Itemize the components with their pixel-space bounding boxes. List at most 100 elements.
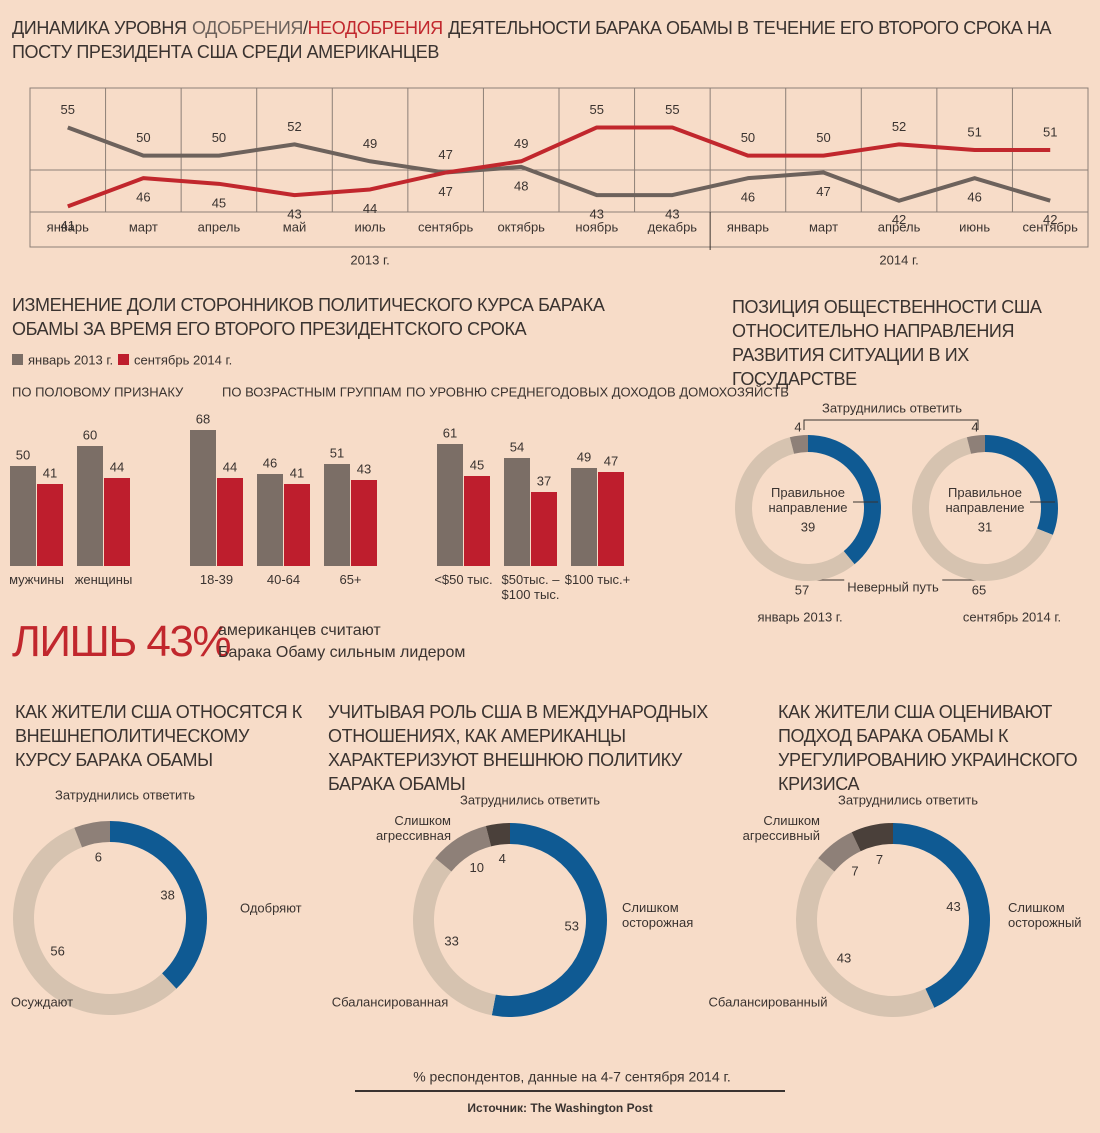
year-label: 2014 г.: [879, 253, 918, 268]
data-label: 42: [1043, 212, 1057, 227]
data-label: 33: [444, 934, 458, 949]
category-label: Неверный путь: [844, 579, 942, 595]
bar: [464, 476, 490, 566]
bar: [504, 458, 530, 566]
bar: [190, 430, 216, 566]
data-label: 41: [43, 466, 57, 481]
bar: [437, 444, 463, 566]
data-label: 7: [876, 852, 883, 867]
data-label: 49: [363, 136, 377, 151]
legend-swatch: [118, 354, 129, 365]
data-label: 46: [967, 190, 981, 205]
data-label: 45: [212, 195, 226, 210]
donut-segment: [966, 435, 985, 454]
donut-segment: [795, 858, 935, 1018]
bar: [257, 474, 283, 566]
category-label: Слишком осторожная: [622, 900, 694, 930]
data-label: 44: [223, 460, 237, 475]
x-tick-label: сентябрь: [418, 220, 474, 235]
data-label: 47: [816, 184, 830, 199]
data-label: 49: [514, 136, 528, 151]
data-label: 61: [443, 426, 457, 441]
data-label: 7: [851, 864, 858, 879]
x-tick-label: 40-64: [266, 572, 301, 587]
donut-segment: [789, 435, 808, 454]
data-label: 37: [537, 474, 551, 489]
title-separator: /: [302, 18, 308, 38]
donut-segment: [851, 823, 893, 852]
data-label: 55: [590, 102, 604, 117]
data-label: 39: [801, 520, 815, 535]
data-label: 4: [971, 420, 978, 435]
x-tick-label: март: [809, 220, 838, 235]
bar: [598, 472, 624, 566]
data-label: 55: [61, 102, 75, 117]
x-tick-label: июнь: [959, 220, 990, 235]
x-tick-label: апрель: [878, 220, 921, 235]
data-label: 50: [16, 448, 30, 463]
chart-title: УЧИТЫВАЯ РОЛЬ США В МЕЖДУНАРОДНЫХ ОТНОШЕ…: [328, 702, 708, 794]
x-tick-label: женщины: [74, 572, 133, 587]
data-label: 43: [946, 899, 960, 914]
x-tick-label: март: [129, 220, 158, 235]
data-label: 46: [136, 190, 150, 205]
category-label: Сбалансированный: [708, 994, 828, 1010]
callout-headline: ЛИШЬ 43%: [12, 617, 232, 666]
bar: [531, 492, 557, 566]
pie-label: сентябрь 2014 г.: [962, 609, 1062, 625]
x-tick-label: 65+: [339, 572, 362, 587]
data-label: 54: [510, 440, 524, 455]
source: Источник: The Washington Post: [467, 1101, 653, 1115]
data-label: 46: [263, 456, 277, 471]
line-series: [67, 125, 1051, 209]
data-label: 31: [978, 520, 992, 535]
bar: [351, 480, 377, 566]
year-label: 2013 г.: [350, 253, 389, 268]
data-label: 43: [287, 207, 301, 222]
donut-segment: [13, 827, 177, 1015]
bar: [217, 478, 243, 566]
data-label: 44: [363, 201, 377, 216]
data-label: 6: [95, 850, 102, 865]
donut-segment: [985, 435, 1058, 535]
data-label: 44: [110, 460, 124, 475]
bar: [571, 468, 597, 566]
data-label: 57: [795, 583, 809, 598]
x-tick-label: май: [283, 220, 306, 235]
panel-label: ПО ВОЗРАСТНЫМ ГРУППАМ: [222, 385, 402, 400]
x-tick-label: октябрь: [497, 220, 545, 235]
data-label: 47: [604, 454, 618, 469]
x-tick-label: декабрь: [648, 220, 698, 235]
pie-label: январь 2013 г.: [757, 609, 843, 625]
title-part: ДЕЯТЕЛЬНОСТИ БАРАКА ОБАМЫ В ТЕЧЕНИЕ ЕГО …: [12, 18, 1052, 62]
chart-title: КАК ЖИТЕЛИ США ОЦЕНИВАЮТ ПОДХОД БАРАКА О…: [778, 702, 1078, 794]
data-label: 43: [590, 207, 604, 222]
data-label: 10: [470, 860, 484, 875]
data-label: 51: [1043, 125, 1057, 140]
title-part: ДИНАМИКА УРОВНЯ: [12, 18, 187, 38]
category-label: Осуждают: [10, 994, 74, 1010]
category-label: Затруднились ответить: [837, 792, 979, 808]
data-label: 51: [967, 125, 981, 140]
title-series-name: ОДОБРЕНИЯ: [192, 18, 303, 38]
donut-segment: [485, 823, 510, 847]
panel-label: ПО УРОВНЮ СРЕДНЕГОДОВЫХ ДОХОДОВ ДОМОХОЗЯ…: [406, 385, 789, 400]
x-tick-label: мужчины: [9, 572, 64, 587]
donut-segment: [734, 437, 855, 582]
data-label: 60: [83, 428, 97, 443]
data-label: 49: [577, 450, 591, 465]
chart-title: ИЗМЕНЕНИЕ ДОЛИ СТОРОННИКОВ ПОЛИТИЧЕСКОГО…: [12, 295, 605, 339]
chart-title: ДИНАМИКА УРОВНЯ ОДОБРЕНИЯ/НЕОДОБРЕНИЯ ДЕЯТ…: [12, 16, 1082, 64]
donut-segment: [808, 435, 881, 565]
panel-label: ПО ПОЛОВОМУ ПРИЗНАКУ: [12, 385, 184, 400]
data-label: 43: [837, 951, 851, 966]
x-tick-label: $50тыс. – $100 тыс.: [501, 572, 560, 602]
bar: [324, 464, 350, 566]
data-label: 4: [499, 851, 506, 866]
data-label: 41: [290, 466, 304, 481]
x-tick-label: 18-39: [199, 572, 234, 587]
bar: [284, 484, 310, 566]
category-label: Сбалансированная: [331, 994, 449, 1010]
